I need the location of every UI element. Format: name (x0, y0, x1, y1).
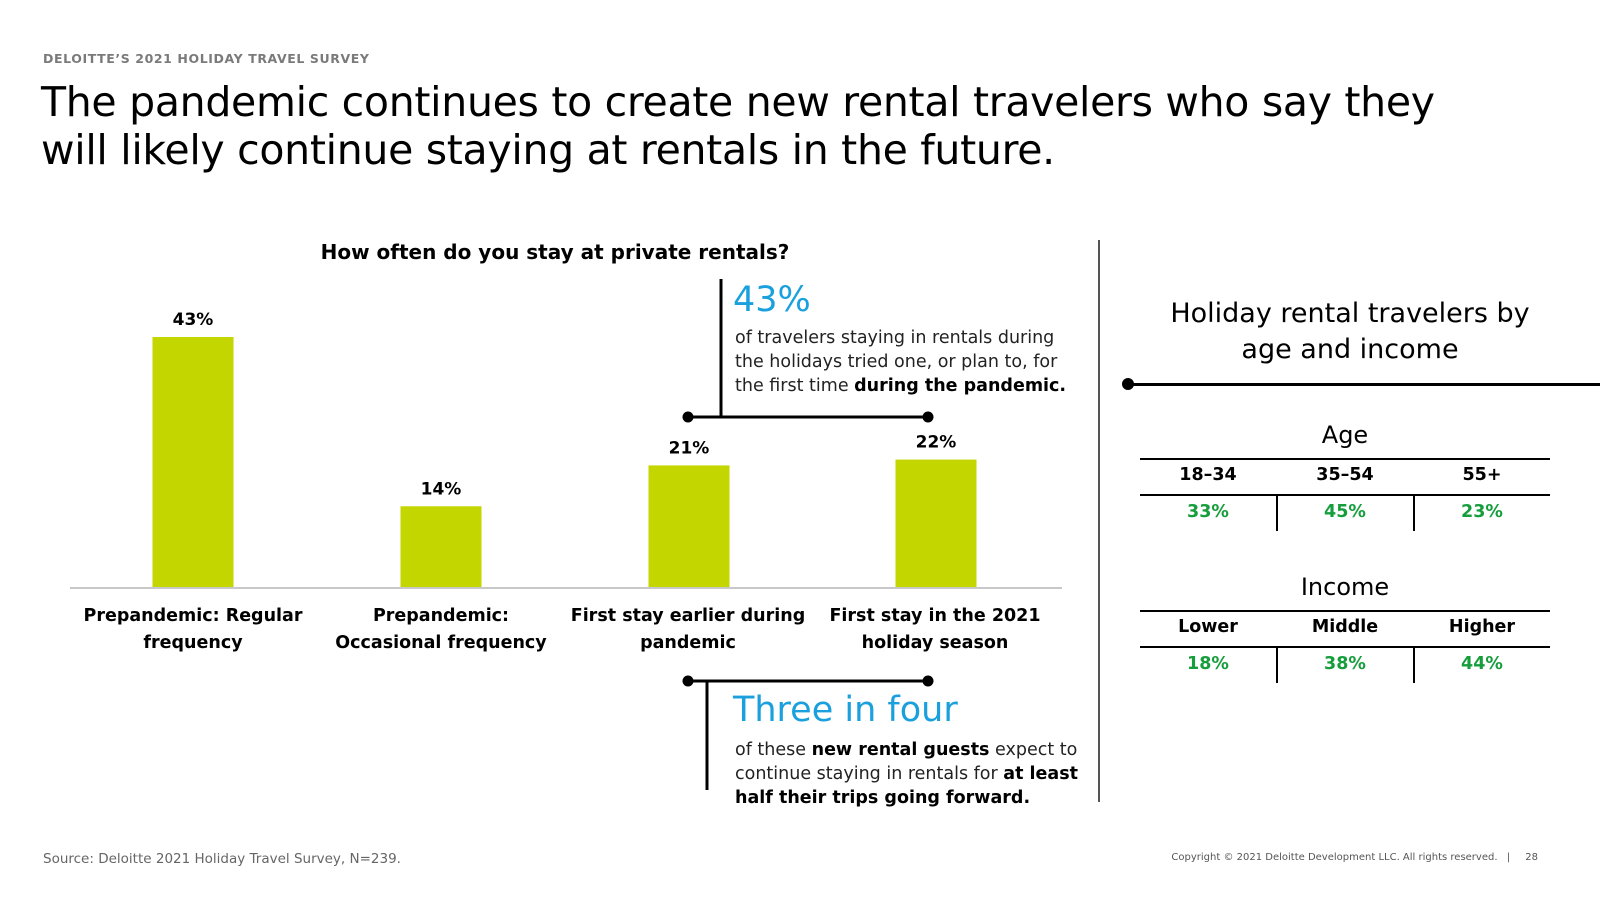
income-table-top-rule (1140, 610, 1550, 612)
age-value: 45% (1324, 502, 1366, 522)
callout-bottom-text: of these new rental guests expect to con… (735, 738, 1095, 810)
callout-bottom-plain: of these (735, 740, 812, 760)
right-panel-title-line: Holiday rental travelers by (1170, 298, 1530, 329)
callout-top-line: of travelers staying in rentals during (735, 328, 1055, 348)
callout-top-dot-left (682, 411, 694, 423)
age-table-top-rule (1140, 458, 1550, 460)
income-table-mid-rule (1140, 646, 1550, 648)
copyright-text: Copyright © 2021 Deloitte Development LL… (1171, 852, 1498, 863)
bar-4 (895, 459, 977, 588)
bar-value-label: 43% (173, 310, 214, 330)
callout-bottom-plain: expect to (989, 740, 1078, 760)
callout-top-line: the first time during the pandemic. (735, 374, 1095, 398)
bar-chart: 43% 14% 21% 22% (70, 279, 1062, 790)
callout-bottom-bold: new rental guests (811, 740, 990, 760)
income-table-title: Income (1300, 573, 1390, 601)
category-label: Prepandemic: Regular frequency (83, 606, 303, 653)
callout-top-dot-right (922, 411, 934, 423)
age-table-mid-rule (1140, 494, 1550, 496)
right-panel-title: Holiday rental travelers by age and inco… (1145, 296, 1555, 368)
callout-bottom-line: of these new rental guests expect to (735, 738, 1095, 762)
age-table-col-divider (1413, 495, 1415, 531)
callout-bottom-line: half their trips going forward. (735, 786, 1095, 810)
callout-top-bold: during the pandemic. (854, 376, 1067, 396)
callout-bottom-dot-right (922, 675, 934, 687)
bar-3 (648, 465, 730, 588)
copyright-note: Copyright © 2021 Deloitte Development LL… (1171, 852, 1538, 863)
age-table-title: Age (1321, 421, 1369, 449)
section-divider (1098, 240, 1100, 802)
bar-value-label: 21% (669, 438, 710, 458)
callout-top-stat: 43% (733, 280, 811, 320)
callout-top-plain: the first time (735, 376, 855, 396)
callout-bottom-stat: Three in four (733, 690, 958, 730)
category-label: First stay earlier during pandemic (570, 606, 806, 653)
page-title: The pandemic continues to create new ren… (41, 78, 1435, 174)
bar-value-label: 22% (916, 433, 957, 453)
copyright-separator: | (1506, 852, 1511, 863)
callout-bottom-line: continue staying in rentals for at least (735, 762, 1095, 786)
callout-bottom-plain: continue staying in rentals for (735, 764, 1004, 784)
category-label: First stay in the 2021 holiday season (829, 606, 1041, 653)
income-header: Higher (1448, 617, 1516, 637)
source-note: Source: Deloitte 2021 Holiday Travel Sur… (43, 851, 401, 867)
callout-bottom-dot-left (682, 675, 694, 687)
callout-bottom-bold: half their trips going forward. (735, 788, 1031, 808)
callout-top-text: of travelers staying in rentals during t… (735, 326, 1095, 398)
age-value: 33% (1187, 502, 1229, 522)
age-header: 35–54 (1316, 465, 1374, 485)
income-table-col-divider (1413, 647, 1415, 683)
bar-value-label: 14% (421, 479, 462, 499)
income-header: Middle (1311, 617, 1379, 637)
eyebrow: DELOITTE’S 2021 HOLIDAY TRAVEL SURVEY (43, 51, 370, 66)
income-value: 38% (1324, 654, 1366, 674)
right-panel-title-line: age and income (1241, 334, 1459, 365)
bar-1 (152, 337, 234, 588)
income-value: 44% (1461, 654, 1503, 674)
age-header: 55+ (1462, 465, 1502, 485)
age-value: 23% (1461, 502, 1503, 522)
callout-top-line: the holidays tried one, or plan to, for (735, 352, 1058, 372)
right-panel-rule (1128, 383, 1600, 386)
chart-title: How often do you stay at private rentals… (320, 240, 790, 264)
income-table-col-divider (1276, 647, 1278, 683)
age-header: 18–34 (1179, 465, 1237, 485)
category-label: Prepandemic: Occasional frequency (335, 606, 547, 653)
age-table-col-divider (1276, 495, 1278, 531)
callout-bottom-bold: at least (1003, 764, 1079, 784)
income-value: 18% (1187, 654, 1229, 674)
income-header: Lower (1178, 617, 1238, 637)
bar-2 (400, 506, 482, 588)
page-number: 28 (1525, 852, 1538, 863)
